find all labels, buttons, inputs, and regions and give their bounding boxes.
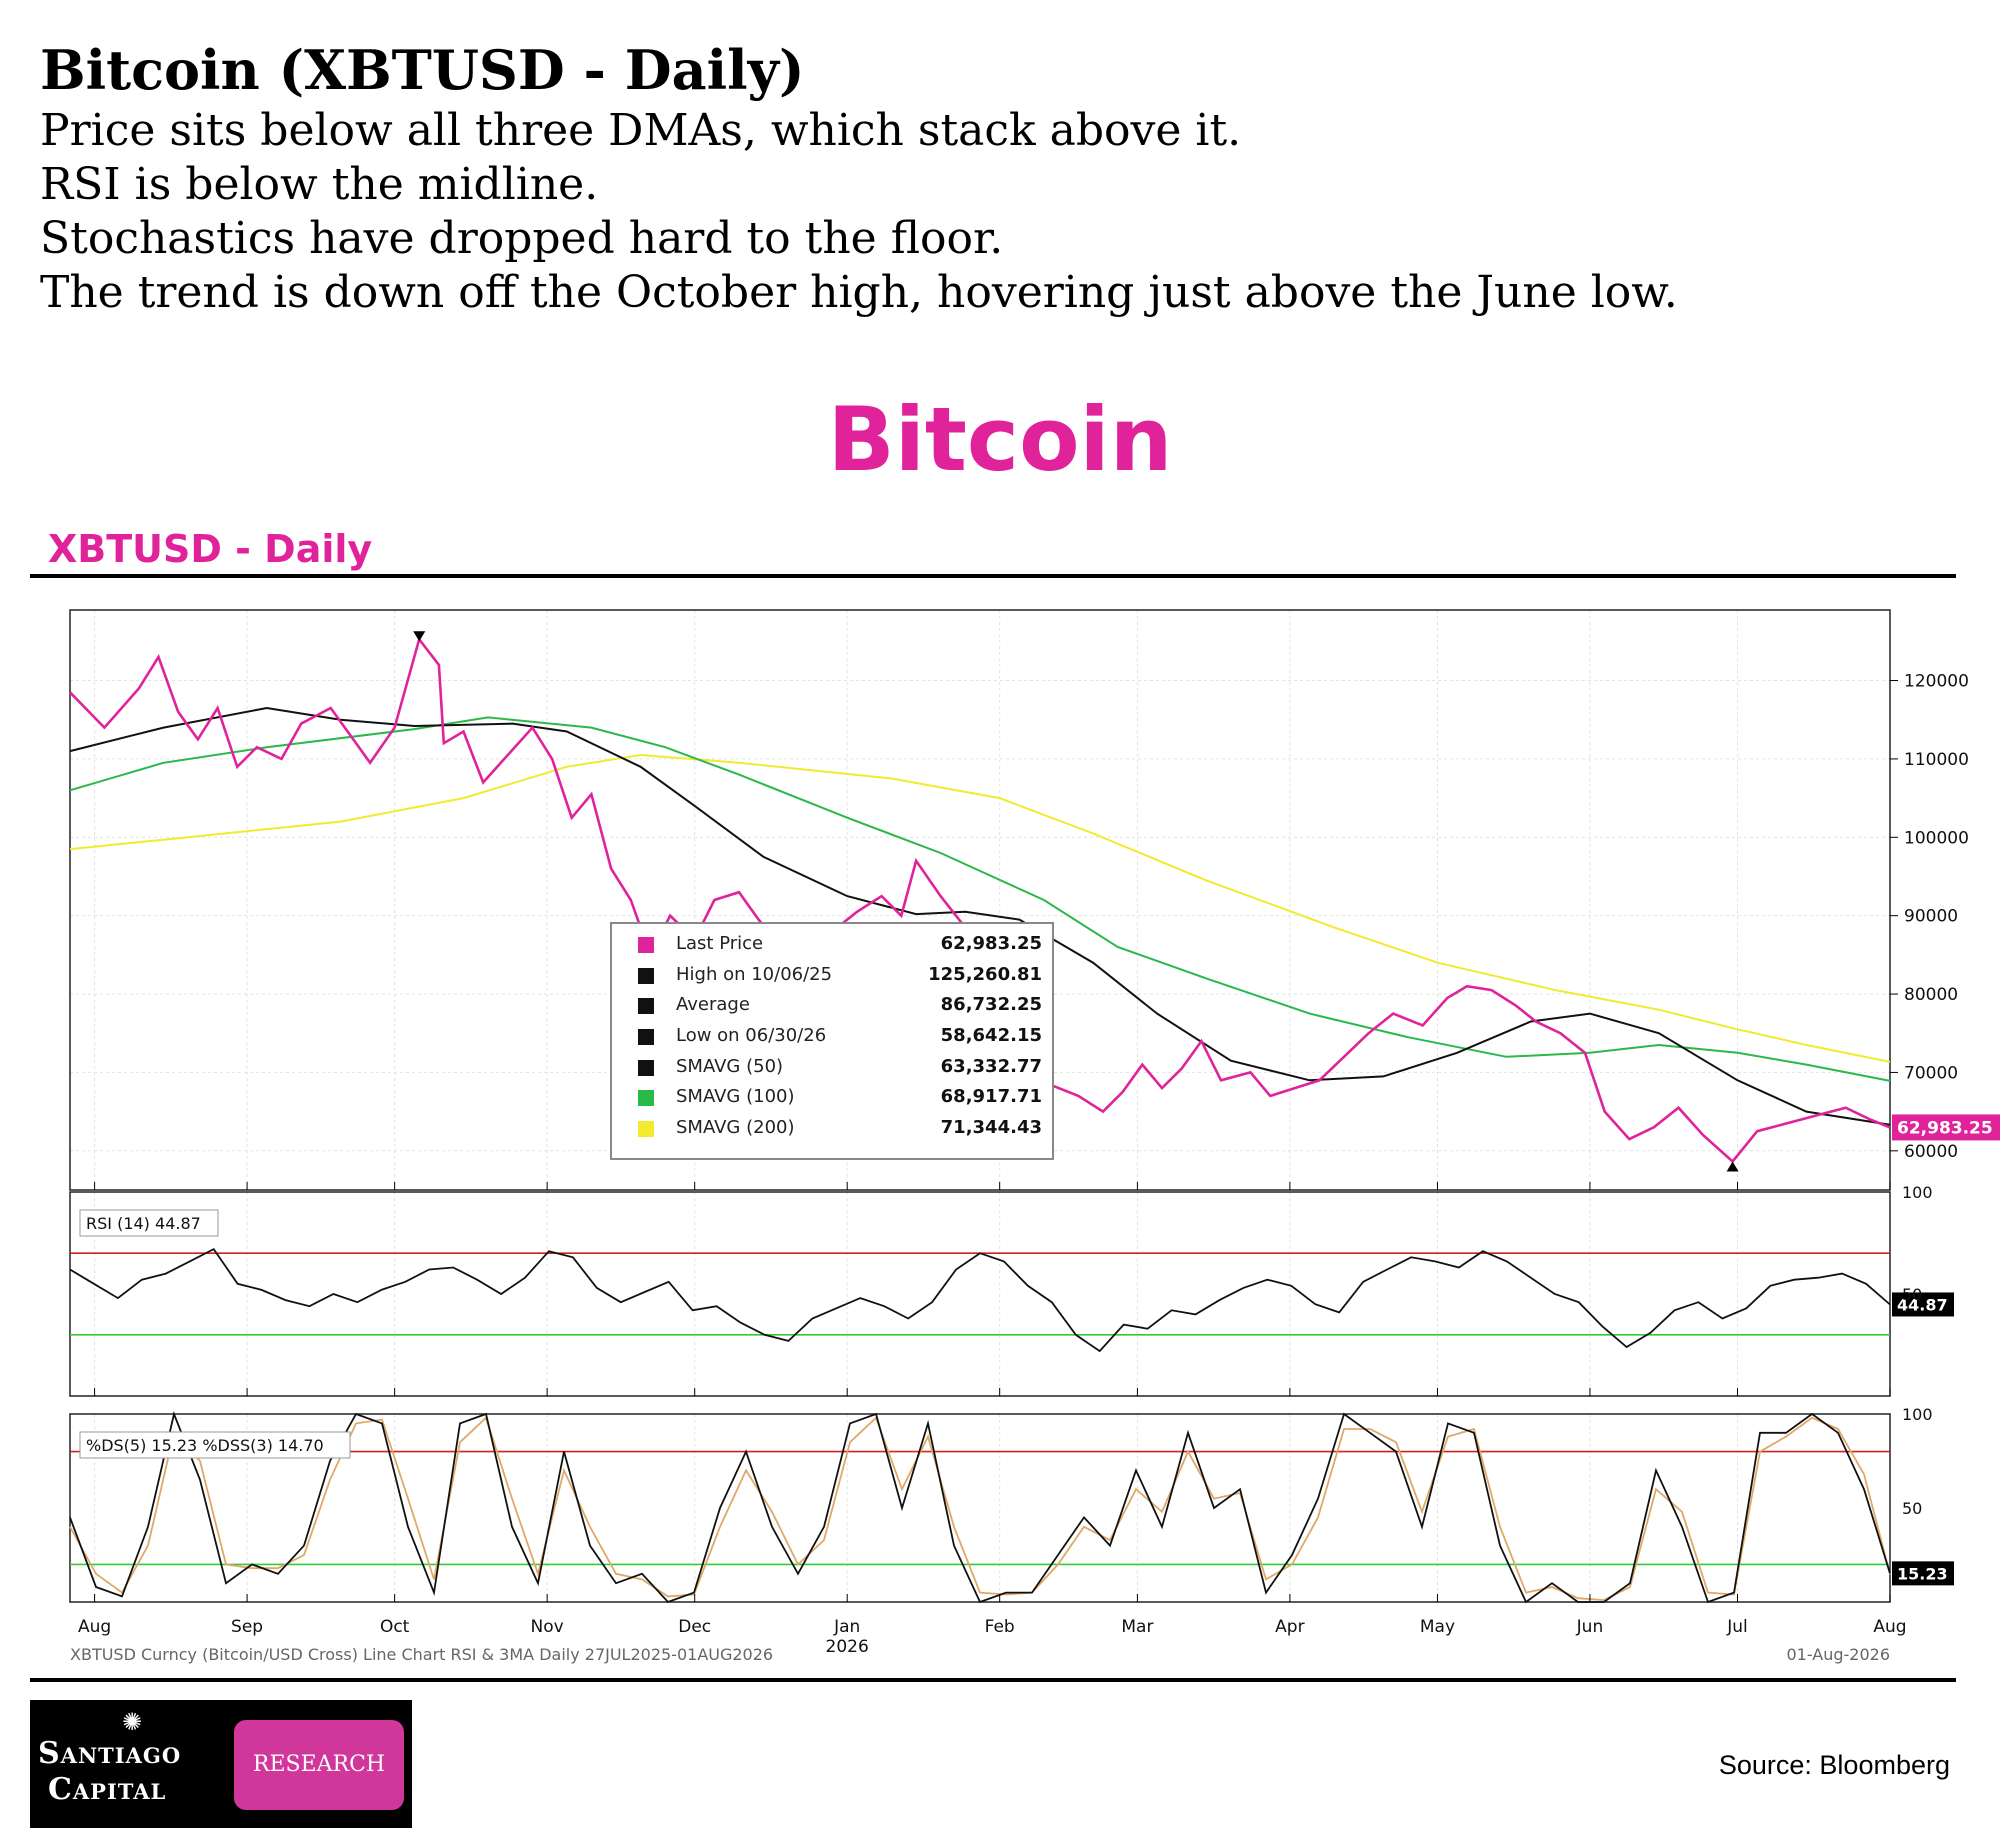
y-tick-label: 100000 (1904, 828, 1969, 848)
x-tick-label: May (1420, 1617, 1455, 1637)
legend-value: 62,983.25 (940, 933, 1042, 954)
legend-swatch (638, 1090, 654, 1107)
big-title: Bitcoin (827, 388, 1173, 491)
legend-row: Last Price 62,983.25 (612, 930, 1052, 961)
stochastics-panel: %DS(5) 15.23 %DSS(3) 14.70 15.23 (69, 1410, 1954, 1604)
indicator-y-tick-label: 50 (1902, 1499, 1922, 1518)
legend-label: SMAVG (100) (676, 1086, 795, 1108)
legend-swatch (638, 967, 654, 984)
legend-label: Average (676, 994, 750, 1016)
legend-value: 58,642.15 (940, 1025, 1042, 1047)
legend-label: High on 10/06/25 (676, 963, 833, 985)
series-line-smavg-50- (69, 706, 1891, 1126)
legend-row: High on 10/06/25 125,260.81 (612, 961, 1052, 992)
legend-row: SMAVG (50) 63,332.77 (612, 1053, 1052, 1084)
x-tick-label: Apr (1275, 1617, 1304, 1637)
legend-swatch (638, 1029, 654, 1046)
indicator-value-tag-label: 15.23 (1897, 1564, 1948, 1583)
x-tick-label: Jul (1726, 1617, 1748, 1637)
chart-subtitle: XBTUSD - Daily (48, 527, 373, 571)
legend-row: Low on 06/30/26 58,642.15 (612, 1022, 1052, 1053)
research-label: RESEARCH (252, 1752, 386, 1777)
y-tick-label: 120000 (1904, 672, 1969, 692)
santiago-capital-logo: ✺ Santiago Capital RESEARCH (30, 1700, 412, 1828)
x-tick-label: Jan (833, 1617, 860, 1637)
legend-swatch (638, 937, 654, 953)
x-tick-label: Aug (78, 1617, 111, 1637)
last-price-tag (1892, 1114, 2000, 1141)
logo-text-line2: Capital (48, 1772, 167, 1807)
date-stamp: 01-Aug-2026 (1786, 1645, 1890, 1664)
price-panel: 62,983.25 (69, 631, 2000, 1172)
y-tick-label: 80000 (1904, 985, 1958, 1005)
x-tick-sublabel: 2026 (826, 1637, 869, 1657)
indicator-title: RSI (14) 44.87 (86, 1214, 201, 1233)
legend-value: 63,332.77 (940, 1055, 1042, 1077)
indicator-value-tag (1892, 1292, 1954, 1317)
indicator-title-box (79, 1209, 219, 1237)
x-tick-label: Aug (1873, 1617, 1906, 1637)
legend-label: Last Price (676, 933, 764, 954)
x-tick-label: Dec (678, 1617, 711, 1637)
x-tick-label: Feb (985, 1617, 1015, 1637)
indicator-value-tag-label: 44.87 (1897, 1295, 1948, 1314)
series-line-last-price (69, 636, 1891, 1164)
indicator-title-box (79, 1431, 351, 1459)
logo-text-line1: Santiago (38, 1736, 182, 1771)
legend-label: Low on 06/30/26 (676, 1025, 827, 1047)
summary-line: RSI is below the midline. (40, 159, 599, 210)
x-tick-label: Jun (1576, 1617, 1604, 1637)
research-badge: RESEARCH (234, 1720, 404, 1810)
legend-value: 68,917.71 (940, 1086, 1042, 1108)
rsi-panel: RSI (14) 44.87 44.87 (69, 1209, 1954, 1353)
legend-row: SMAVG (100) 68,917.71 (612, 1083, 1052, 1114)
legend-row: SMAVG (200) 71,344.43 (612, 1114, 1052, 1145)
y-tick-label: 90000 (1904, 907, 1958, 927)
legend-value: 125,260.81 (928, 963, 1042, 985)
indicator-line-rsi-14- (69, 1247, 1891, 1353)
summary-line: Price sits below all three DMAs, which s… (40, 105, 1242, 156)
legend-row: Average 86,732.25 (612, 991, 1052, 1022)
source-label: Source: Bloomberg (1718, 1750, 1950, 1780)
x-tick-label: Oct (380, 1617, 410, 1637)
legend-swatch (638, 998, 654, 1015)
x-tick-label: Nov (531, 1617, 564, 1637)
low-marker (1726, 1161, 1739, 1172)
indicator-y-tick-label: 100 (1902, 1183, 1933, 1202)
indicator-value-tag (1892, 1561, 1954, 1586)
shell-icon: ✺ (122, 1708, 143, 1736)
indicator-y-tick-label: 100 (1902, 1405, 1933, 1424)
legend-swatch (638, 1121, 654, 1138)
top-divider (30, 574, 1956, 578)
y-tick-label: 110000 (1904, 750, 1969, 770)
last-price-tag-label: 62,983.25 (1897, 1118, 1993, 1138)
chart-legend: Last Price 62,983.25 High on 10/06/25 12… (610, 922, 1054, 1160)
summary-line: Stochastics have dropped hard to the flo… (40, 213, 1004, 264)
y-tick-label: 60000 (1904, 1142, 1958, 1162)
legend-label: SMAVG (200) (676, 1117, 795, 1139)
x-tick-label: Mar (1121, 1617, 1153, 1637)
summary-list: Price sits below all three DMAs, which s… (40, 104, 1678, 320)
indicator-line--ds-5- (69, 1410, 1891, 1604)
series-line-smavg-200- (69, 753, 1891, 1063)
legend-swatch (638, 1059, 654, 1076)
indicator-y-tick-label: 50 (1902, 1285, 1922, 1304)
indicator-title: %DS(5) 15.23 %DSS(3) 14.70 (86, 1436, 324, 1455)
headline: Bitcoin (XBTUSD - Daily) (40, 38, 805, 102)
panel-frame (69, 609, 1891, 1191)
legend-value: 71,344.43 (940, 1117, 1042, 1139)
panel-frame (69, 1191, 1891, 1397)
legend-value: 86,732.25 (940, 994, 1042, 1016)
x-tick-label: Sep (231, 1617, 263, 1637)
legend-label: SMAVG (50) (676, 1055, 784, 1077)
bottom-divider (30, 1678, 1956, 1682)
summary-line: The trend is down off the October high, … (40, 267, 1678, 318)
high-marker (413, 631, 426, 642)
y-tick-label: 70000 (1904, 1063, 1958, 1083)
chart-caption: XBTUSD Curncy (Bitcoin/USD Cross) Line C… (70, 1645, 773, 1664)
